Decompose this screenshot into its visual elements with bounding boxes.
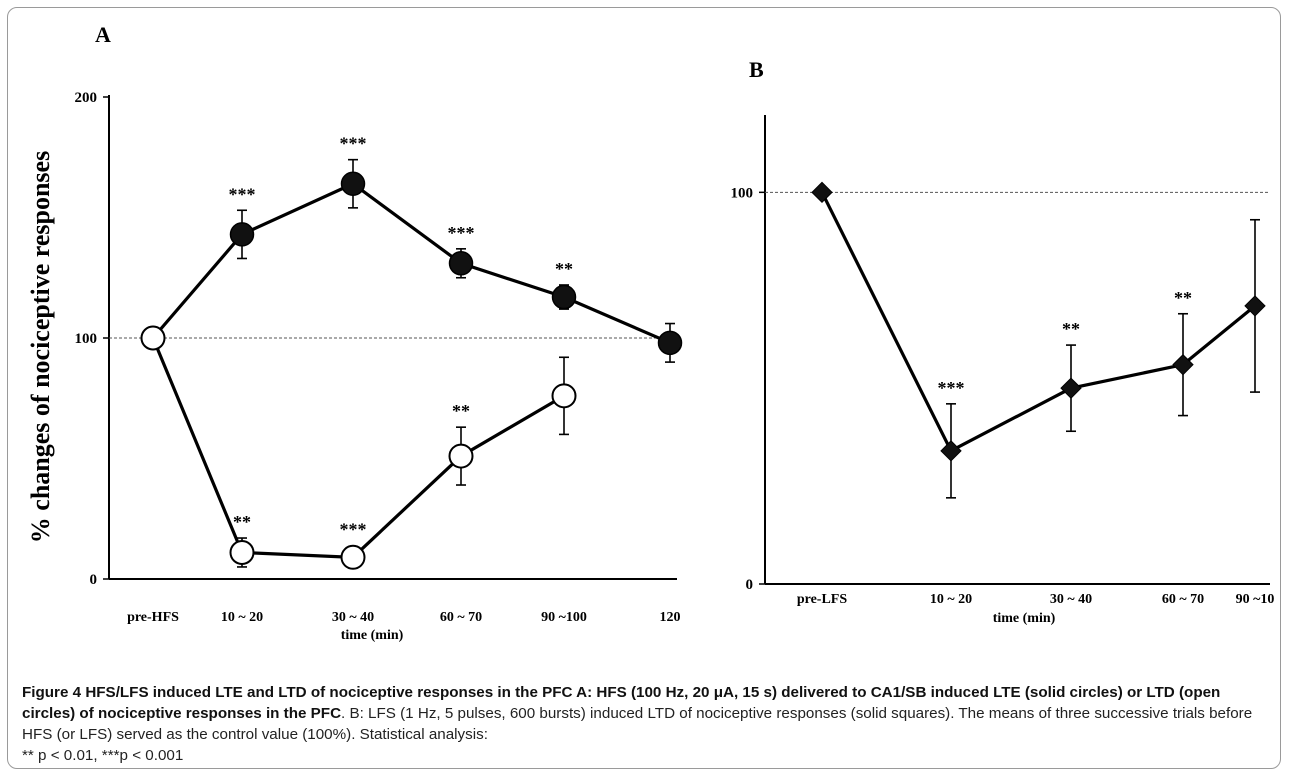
x-tick-label: 10 ~ 20	[930, 592, 972, 607]
data-point-filled-diamond	[940, 440, 962, 462]
data-point-filled-circle	[657, 330, 683, 356]
significance-label: **	[555, 259, 573, 279]
data-point-filled-circle	[448, 251, 474, 276]
x-tick-label: pre-LFS	[797, 592, 848, 607]
x-tick-label: 30 ~ 40	[1050, 592, 1092, 607]
axes-a: 0 100 200 pre-HFS 10 ~ 20 30 ~ 40 60 ~ 70 90 ~1…	[75, 90, 681, 625]
x-tick-label: pre-HFS	[127, 610, 179, 625]
data-point-filled-circle	[340, 171, 366, 197]
significance-label: **	[452, 401, 470, 421]
significance-label: ***	[340, 519, 367, 539]
significance-label: ***	[448, 223, 475, 243]
data-point-open-circle	[229, 539, 255, 565]
marks-b: *******	[811, 181, 1266, 499]
data-point-filled-diamond	[1060, 377, 1082, 399]
series-line-filled-diamond	[820, 191, 1257, 454]
data-point-open-circle	[551, 383, 577, 409]
significance-label: ***	[938, 378, 965, 398]
y-axis-label: % changes of nociceptive responses	[26, 151, 55, 543]
marks-a: ************* *****	[140, 134, 683, 570]
y-tick-label: 200	[75, 90, 98, 106]
data-point-filled-circle	[551, 284, 577, 310]
x-tick-label: 90 ~10	[1236, 592, 1275, 607]
panel-a: A % changes of nociceptive responses 0 10…	[26, 22, 683, 643]
caption-stats-text: ** p < 0.01, ***p < 0.001	[22, 747, 184, 764]
panel-b-label: B	[749, 57, 764, 82]
series-line-filled-circle	[151, 181, 671, 345]
x-axis-label-a: time (min)	[341, 628, 404, 643]
panel-b: B 0 100 pre-LFS 10 ~ 20 30 ~ 40 60 ~ 70 90 ~10…	[731, 57, 1275, 626]
significance-label: **	[1062, 319, 1080, 339]
data-point-filled-diamond	[1172, 353, 1194, 376]
x-tick-label: 60 ~ 70	[440, 610, 482, 625]
significance-label: ***	[229, 184, 256, 204]
caption-bold-text: HFS/LFS induced LTE and LTD of nocicepti…	[22, 684, 1221, 722]
caption-figure-label: Figure 4	[22, 684, 82, 701]
caption-body-text: . B: LFS (1 Hz, 5 pulses, 600 bursts) in…	[22, 705, 1253, 743]
x-tick-label: 120	[660, 610, 681, 625]
data-point-open-circle	[340, 544, 366, 570]
significance-label: ***	[340, 134, 367, 154]
data-point-filled-circle	[229, 222, 255, 247]
data-point-filled-diamond	[811, 181, 833, 204]
y-tick-label: 100	[731, 185, 754, 201]
figure-caption: Figure 4 HFS/LFS induced LTE and LTD of …	[22, 682, 1274, 766]
x-tick-label: 10 ~ 20	[221, 610, 263, 625]
significance-label: **	[1174, 288, 1192, 308]
data-point-open-circle	[140, 325, 166, 351]
y-tick-label: 0	[746, 577, 754, 593]
significance-label: **	[233, 512, 251, 532]
y-tick-label: 100	[75, 331, 98, 347]
data-point-open-circle	[448, 443, 474, 469]
data-point-filled-diamond	[1244, 295, 1266, 317]
x-axis-label-b: time (min)	[993, 611, 1056, 626]
x-tick-label: 90 ~100	[541, 610, 587, 625]
y-tick-label: 0	[90, 572, 98, 588]
axes-b: 0 100 pre-LFS 10 ~ 20 30 ~ 40 60 ~ 70 90 ~10	[731, 115, 1275, 607]
panel-a-label: A	[95, 22, 111, 47]
figure-canvas: A % changes of nociceptive responses 0 10…	[26, 22, 1275, 643]
x-tick-label: 60 ~ 70	[1162, 592, 1204, 607]
x-tick-label: 30 ~ 40	[332, 610, 374, 625]
